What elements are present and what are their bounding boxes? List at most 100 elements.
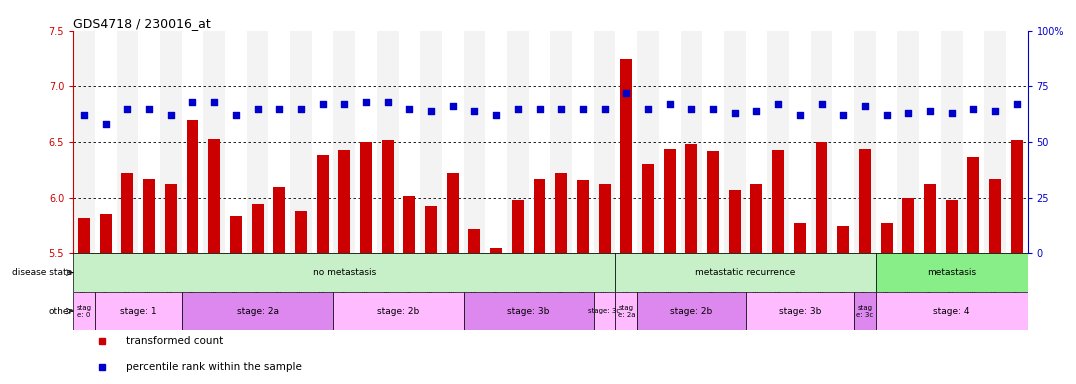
Bar [95,292,182,330]
Point [249,106,266,112]
Point [336,101,353,107]
Bar [919,31,940,253]
Bar [767,31,789,253]
Bar [880,223,893,253]
Text: stag
e: 3c: stag e: 3c [856,305,874,318]
Bar [794,223,806,253]
Bar [859,149,870,253]
Point [530,106,548,112]
Bar [903,198,915,253]
Bar [230,215,242,253]
Bar [143,179,155,253]
Bar [273,187,285,253]
Bar [746,292,854,330]
Text: stage: 3b: stage: 3b [779,306,821,316]
Bar [252,204,264,253]
Bar [594,31,615,253]
Bar [182,31,203,253]
Bar [442,31,464,253]
Point [683,106,700,112]
Text: stag
e: 0: stag e: 0 [76,305,91,318]
Bar [334,292,464,330]
Bar [810,31,833,253]
Text: other: other [48,306,73,316]
Bar [73,253,615,292]
Point [509,106,526,112]
Bar [1006,31,1028,253]
Point [184,99,201,105]
Text: metastatic recurrence: metastatic recurrence [695,268,796,277]
Bar [989,179,1001,253]
Bar [73,292,95,330]
Text: stage: 1: stage: 1 [119,306,156,316]
Point [812,101,830,107]
Text: transformed count: transformed count [126,336,223,346]
Bar [897,31,919,253]
Point [769,101,787,107]
Bar [382,140,394,253]
Point [379,99,396,105]
Bar [512,200,524,253]
Bar [186,120,198,253]
Bar [837,226,849,253]
Bar [615,31,637,253]
Bar [615,292,637,330]
Bar [398,31,421,253]
Point [791,112,808,118]
Point [726,110,744,116]
Bar [338,150,351,253]
Bar [507,31,528,253]
Bar [615,253,876,292]
Point [553,106,570,112]
Bar [1010,140,1022,253]
Point [943,110,960,116]
Bar [295,211,307,253]
Text: metastasis: metastasis [928,268,976,277]
Bar [876,253,1028,292]
Bar [316,156,328,253]
Point [835,112,852,118]
Bar [728,190,740,253]
Text: stag
e: 2a: stag e: 2a [618,305,635,318]
Point [661,101,678,107]
Bar [360,142,372,253]
Bar [165,184,176,253]
Point [293,106,310,112]
Text: stage: 3c: stage: 3c [589,308,621,314]
Bar [334,31,355,253]
Point [444,103,462,109]
Text: disease state: disease state [13,268,73,277]
Bar [355,31,377,253]
Bar [967,157,979,253]
Point [314,101,331,107]
Text: stage: 2b: stage: 2b [670,306,712,316]
Bar [703,31,724,253]
Point [141,106,158,112]
Bar [291,31,312,253]
Bar [750,184,763,253]
Text: percentile rank within the sample: percentile rank within the sample [126,362,301,372]
Bar [312,31,334,253]
Bar [854,31,876,253]
Point [206,99,223,105]
Bar [95,31,116,253]
Bar [203,31,225,253]
Bar [685,144,697,253]
Bar [724,31,746,253]
Bar [940,31,963,253]
Text: no metastasis: no metastasis [313,268,376,277]
Bar [464,31,485,253]
Bar [642,164,654,253]
Bar [100,215,112,253]
Bar [534,179,546,253]
Point [596,106,613,112]
Bar [598,184,610,253]
Bar [551,31,572,253]
Bar [833,31,854,253]
Bar [816,142,827,253]
Point [400,106,417,112]
Point [487,112,505,118]
Bar [491,248,502,253]
Point [227,112,244,118]
Point [75,112,93,118]
